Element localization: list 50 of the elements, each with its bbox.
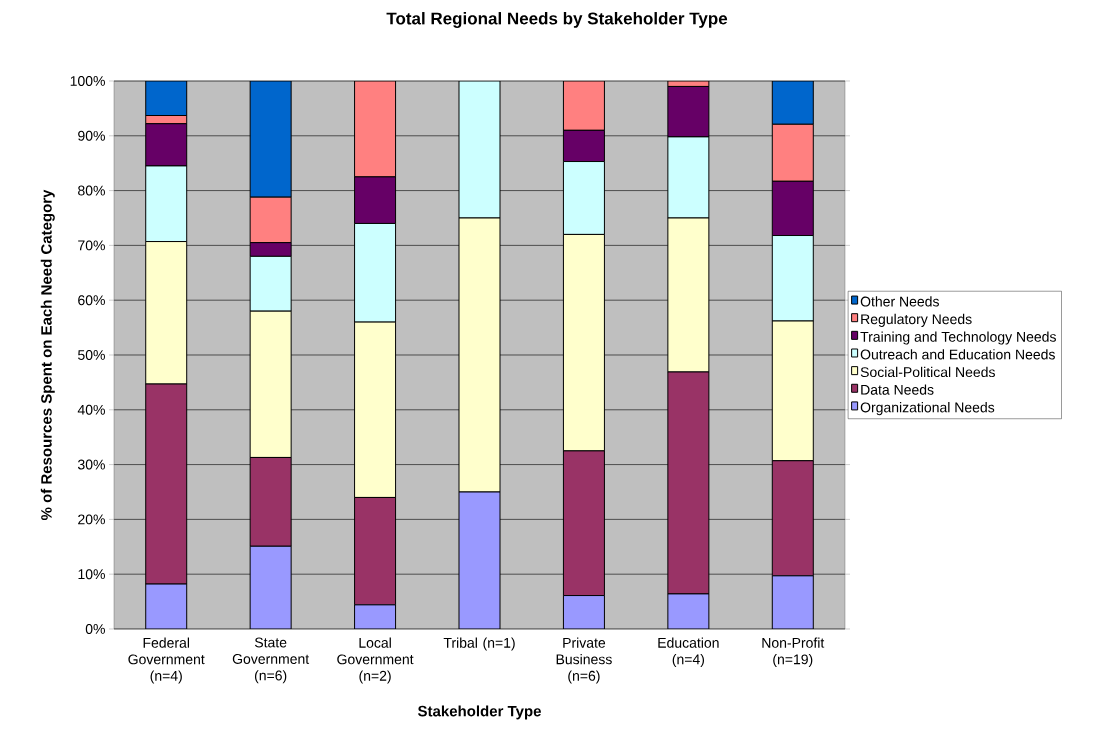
y-axis-title: % of Resources Spent on Each Need Category bbox=[40, 189, 55, 521]
x-tick-label: Education (n=4) bbox=[658, 637, 719, 668]
y-tick-label: 100% bbox=[70, 76, 105, 86]
bar bbox=[145, 583, 188, 629]
y-tick-label: 60% bbox=[78, 295, 105, 306]
y-tick-label: 0% bbox=[85, 624, 105, 634]
bar bbox=[354, 176, 397, 224]
legend-label: Other Needs bbox=[860, 296, 939, 307]
x-tick-label: Local Government (n=2) bbox=[337, 637, 414, 684]
x-axis-title: Stakeholder Type bbox=[417, 705, 541, 720]
bar bbox=[667, 85, 710, 138]
bar bbox=[667, 136, 710, 219]
bar bbox=[249, 255, 292, 312]
bar bbox=[771, 235, 814, 322]
bar bbox=[458, 491, 501, 629]
bar bbox=[771, 575, 814, 629]
bar bbox=[458, 80, 501, 219]
y-tick-label: 80% bbox=[78, 185, 105, 196]
bar bbox=[249, 545, 292, 629]
bar bbox=[249, 196, 292, 244]
bar bbox=[145, 165, 188, 243]
x-tick-label: State Government (n=6) bbox=[232, 637, 310, 684]
x-tick-label: Tribal (n=1) bbox=[443, 637, 515, 651]
y-tick-label: 40% bbox=[77, 404, 105, 415]
chart-title: Total Regional Needs by Stakeholder Type bbox=[386, 12, 728, 28]
x-tick-label: Private Business (n=6) bbox=[556, 637, 612, 684]
x-tick-label: Federal Government (n=4) bbox=[128, 637, 205, 684]
bar bbox=[562, 80, 605, 131]
y-tick-label: 90% bbox=[78, 130, 105, 141]
bar bbox=[354, 80, 397, 178]
legend-label: Organizational Needs bbox=[860, 402, 995, 416]
legend-label: Data Needs bbox=[861, 384, 934, 395]
y-tick-label: 10% bbox=[78, 569, 105, 580]
legend-label: Outreach and Education Needs bbox=[860, 349, 1055, 360]
bar bbox=[354, 222, 397, 323]
x-tick-label: Non-Profit (n=19) bbox=[762, 637, 825, 668]
y-tick-label: 70% bbox=[78, 240, 105, 251]
legend-label: Social-Political Needs bbox=[860, 366, 995, 378]
bar bbox=[562, 161, 605, 235]
bar bbox=[562, 595, 605, 629]
bar bbox=[562, 129, 605, 163]
legend-label: Training and Technology Needs bbox=[860, 331, 1056, 345]
legend-label: Regulatory Needs bbox=[861, 313, 972, 327]
y-tick-label: 50% bbox=[78, 350, 105, 360]
bar bbox=[249, 80, 292, 198]
bar bbox=[145, 80, 188, 117]
bar bbox=[771, 123, 814, 182]
bar bbox=[771, 80, 814, 125]
y-tick-label: 20% bbox=[78, 514, 105, 525]
y-tick-label: 30% bbox=[77, 459, 105, 470]
